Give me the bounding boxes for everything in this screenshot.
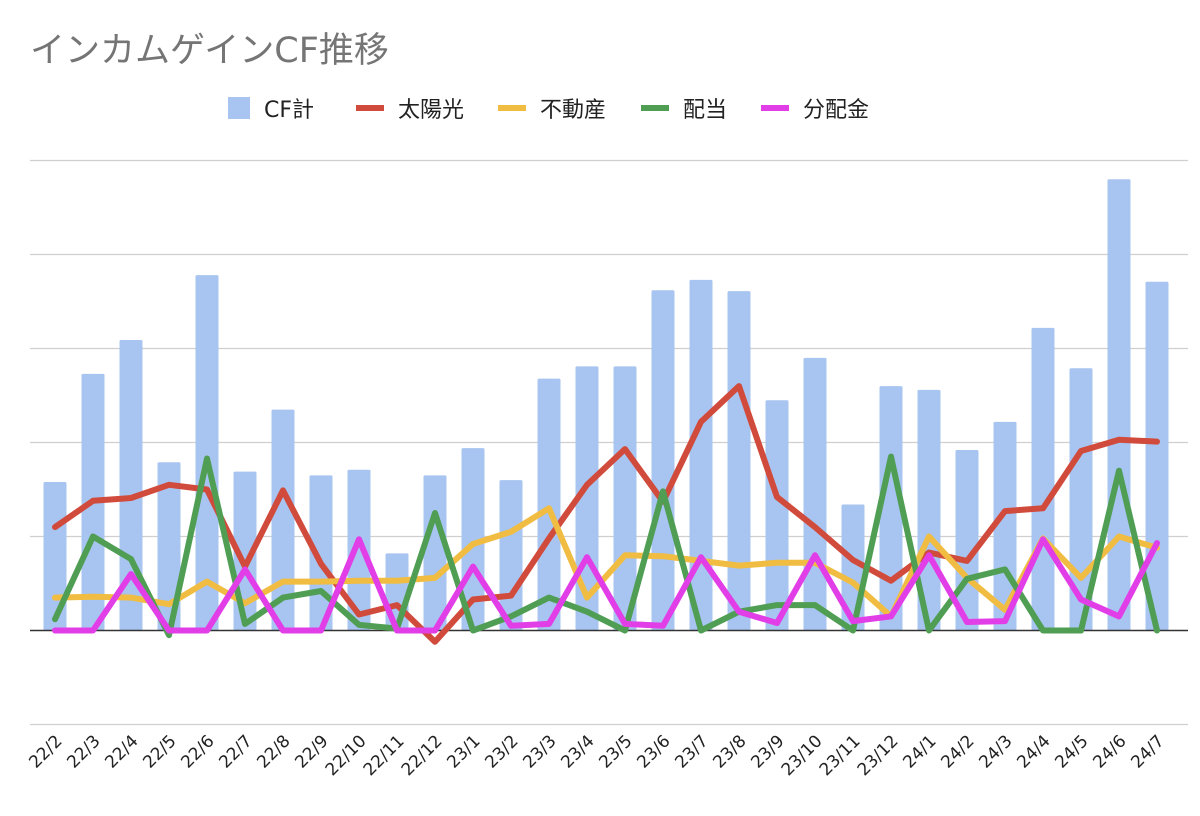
bar-cf-total — [195, 275, 219, 631]
bar-cf-total — [1069, 368, 1093, 631]
bar-cf-total — [271, 409, 295, 631]
bar-cf-total — [423, 475, 447, 631]
x-tick-label: 23/12 — [854, 731, 903, 780]
x-tick-label: 22/2 — [25, 731, 66, 772]
x-tick-label: 24/4 — [1013, 731, 1054, 772]
legend-item-solar: 太陽光 — [356, 88, 464, 128]
bar-cf-total — [157, 462, 181, 631]
legend: CF計 太陽光 不動産 配当 分配金 — [0, 88, 1200, 128]
x-tick-label: 22/4 — [101, 731, 142, 772]
bar-cf-total — [347, 469, 371, 631]
legend-label-distribution: 分配金 — [803, 98, 870, 123]
x-tick-label: 24/3 — [975, 731, 1016, 772]
legend-item-distribution: 分配金 — [761, 88, 869, 128]
bar-cf-total — [1107, 179, 1131, 631]
legend-swatch-distribution — [761, 105, 789, 111]
x-tick-label: 23/1 — [443, 731, 484, 772]
x-axis-tick-labels: 22/222/322/422/522/622/722/822/922/1022/… — [25, 731, 1168, 780]
bar-cf-total — [803, 357, 827, 631]
bar-cf-total — [1145, 281, 1169, 631]
bar-cf-total — [43, 481, 67, 631]
line-series-group — [52, 383, 1160, 645]
line-series-分配金 — [52, 536, 1160, 634]
x-tick-label: 22/7 — [215, 731, 256, 772]
bar-cf-total — [1031, 327, 1055, 631]
x-tick-label: 23/4 — [557, 731, 598, 772]
legend-swatch-dividend — [641, 105, 669, 111]
bar-cf-total — [499, 480, 523, 631]
x-tick-label: 23/3 — [519, 731, 560, 772]
legend-label-real-estate: 不動産 — [540, 98, 607, 123]
x-tick-label: 24/7 — [1127, 731, 1168, 772]
x-tick-label: 24/1 — [899, 731, 940, 772]
bar-cf-total — [727, 291, 751, 631]
x-tick-label: 23/8 — [709, 731, 750, 772]
x-tick-label: 23/5 — [595, 731, 636, 772]
bar-cf-total — [689, 279, 713, 631]
x-tick-label: 24/5 — [1051, 731, 1092, 772]
x-tick-label: 22/3 — [63, 731, 104, 772]
legend-swatch-cf-total — [228, 97, 250, 119]
x-tick-label: 22/8 — [253, 731, 294, 772]
x-tick-label: 24/2 — [937, 731, 978, 772]
x-tick-label: 22/11 — [360, 731, 409, 780]
legend-item-dividend: 配当 — [641, 88, 727, 128]
legend-swatch-real-estate — [498, 105, 526, 111]
chart-title: インカムゲインCF推移 — [30, 31, 389, 71]
legend-label-dividend: 配当 — [683, 98, 728, 123]
legend-item-real-estate: 不動産 — [498, 88, 606, 128]
x-tick-label: 22/5 — [139, 731, 180, 772]
legend-item-cf-total: CF計 — [228, 88, 314, 128]
legend-label-solar: 太陽光 — [398, 98, 465, 123]
line-series-配当 — [52, 453, 1160, 639]
legend-swatch-solar — [356, 105, 384, 111]
legend-label-cf-total: CF計 — [264, 98, 315, 123]
bar-cf-total — [879, 386, 903, 631]
x-tick-label: 23/10 — [778, 731, 827, 780]
x-tick-label: 23/7 — [671, 731, 712, 772]
x-tick-label: 23/11 — [816, 731, 865, 780]
line-series-太陽光 — [52, 383, 1160, 645]
x-tick-label: 22/6 — [177, 731, 218, 772]
x-tick-label: 24/6 — [1089, 731, 1130, 772]
x-tick-label: 22/10 — [322, 731, 371, 780]
x-tick-label: 23/6 — [633, 731, 674, 772]
x-tick-label: 22/12 — [398, 731, 447, 780]
x-tick-label: 23/2 — [481, 731, 522, 772]
bar-cf-total — [651, 290, 675, 631]
bar-cf-total — [461, 448, 485, 631]
bar-cf-total — [537, 378, 561, 631]
bar-series-cf-total — [43, 179, 1169, 631]
bar-cf-total — [765, 400, 789, 631]
